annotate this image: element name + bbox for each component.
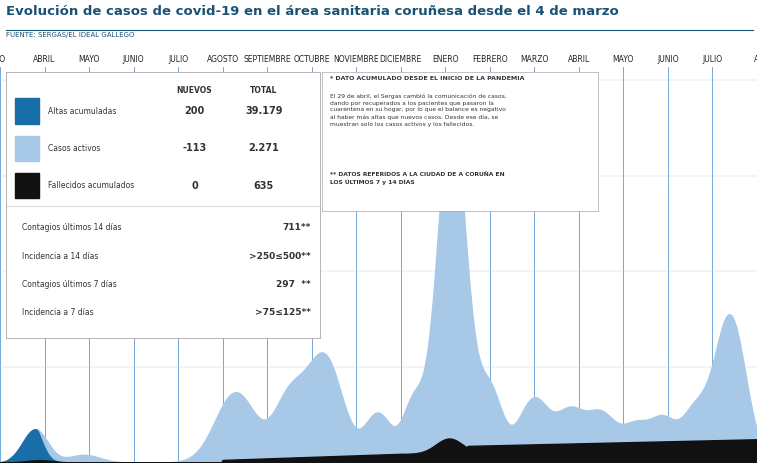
Text: 711**: 711**	[282, 223, 311, 232]
Text: Altas acumuladas: Altas acumuladas	[48, 106, 117, 116]
Bar	[15, 173, 39, 198]
Text: 200: 200	[185, 106, 204, 116]
Text: -113: -113	[182, 144, 207, 153]
Text: Fallecidos acumulados: Fallecidos acumulados	[48, 181, 135, 190]
Text: 2.271: 2.271	[248, 144, 279, 153]
Text: * DATO ACUMULADO DESDE EL INICIO DE LA PANDEMIA: * DATO ACUMULADO DESDE EL INICIO DE LA P…	[330, 76, 525, 81]
Text: FUENTE: SERGAS/EL IDEAL GALLEGO: FUENTE: SERGAS/EL IDEAL GALLEGO	[6, 32, 135, 38]
Text: 0: 0	[192, 181, 198, 191]
Text: Incidencia a 7 días: Incidencia a 7 días	[22, 308, 93, 317]
Text: Contagios últimos 7 días: Contagios últimos 7 días	[22, 280, 117, 289]
Bar	[15, 98, 39, 124]
Text: 297  **: 297 **	[276, 280, 311, 289]
Text: ** DATOS REFERIDOS A LA CIUDAD DE A CORUÑA EN
LOS ÚLTIMOS 7 y 14 DÍAS: ** DATOS REFERIDOS A LA CIUDAD DE A CORU…	[330, 172, 505, 185]
Text: >75≤125**: >75≤125**	[255, 308, 311, 317]
Bar	[15, 136, 39, 161]
Text: Incidencia a 14 días: Incidencia a 14 días	[22, 252, 98, 261]
Text: TOTAL: TOTAL	[250, 87, 277, 95]
Text: El 29 de abril, el Sergas cambió la comunicación de casos,
dando por recuperados: El 29 de abril, el Sergas cambió la comu…	[330, 93, 506, 127]
Text: 635: 635	[254, 181, 274, 191]
Text: Casos activos: Casos activos	[48, 144, 101, 153]
Text: Evolución de casos de covid-19 en el área sanitaria coruñesa desde el 4 de marzo: Evolución de casos de covid-19 en el áre…	[6, 5, 618, 18]
Text: 39.179: 39.179	[245, 106, 282, 116]
Text: >250≤500**: >250≤500**	[249, 252, 311, 261]
Text: Contagios últimos 14 días: Contagios últimos 14 días	[22, 223, 121, 232]
Text: NUEVOS: NUEVOS	[176, 87, 213, 95]
